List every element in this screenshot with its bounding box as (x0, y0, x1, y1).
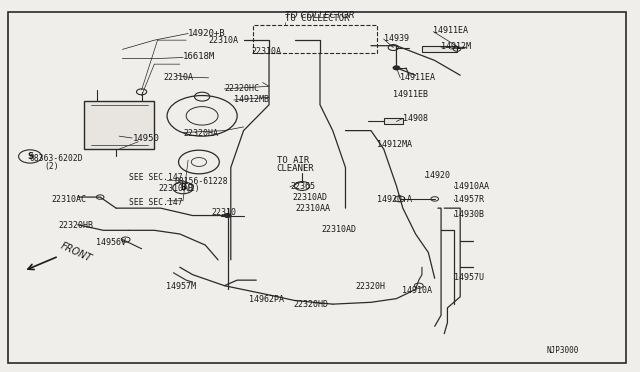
Text: 22320HD: 22320HD (293, 300, 328, 310)
Text: 14956V: 14956V (96, 238, 125, 247)
Text: 14911EA: 14911EA (400, 73, 435, 82)
Text: S: S (27, 152, 33, 161)
Text: 14957R: 14957R (454, 195, 484, 204)
FancyBboxPatch shape (384, 118, 403, 124)
Text: 14910AA: 14910AA (454, 182, 489, 191)
Text: 22310AA: 22310AA (296, 204, 331, 214)
Text: 14930B: 14930B (454, 210, 484, 219)
Bar (253, 25, 378, 53)
Text: 14962PA: 14962PA (248, 295, 284, 304)
Text: 22310A: 22310A (164, 73, 194, 82)
Text: 16618M: 16618M (183, 52, 215, 61)
Text: 14910A: 14910A (401, 286, 431, 295)
Text: 14920+A: 14920+A (378, 195, 412, 204)
Text: 22320HB: 22320HB (59, 221, 93, 230)
Text: 08156-61228: 08156-61228 (175, 177, 228, 186)
Text: 14957M: 14957M (166, 282, 196, 291)
Circle shape (394, 66, 399, 70)
Text: 14950: 14950 (133, 134, 160, 143)
Text: (2): (2) (185, 184, 200, 193)
Text: 14911EB: 14911EB (394, 90, 428, 99)
Text: 14912MB: 14912MB (234, 96, 269, 105)
Text: 14912M: 14912M (441, 42, 471, 51)
Text: 14911EA: 14911EA (433, 26, 468, 35)
Text: CLEANER: CLEANER (276, 164, 314, 173)
Text: 14908: 14908 (403, 114, 428, 123)
Text: SEE SEC.147: SEE SEC.147 (129, 173, 182, 182)
Text: TO COLLECTOR: TO COLLECTOR (285, 13, 349, 22)
Text: TO AIR: TO AIR (276, 156, 309, 166)
Text: 22310A: 22310A (209, 36, 239, 45)
Text: 22310AB: 22310AB (159, 184, 194, 193)
Text: FRONT: FRONT (59, 241, 93, 264)
Text: TO COLLECTOR: TO COLLECTOR (285, 11, 355, 20)
Text: 22365: 22365 (290, 182, 315, 191)
Text: 22310: 22310 (212, 208, 237, 217)
Text: 22310AD: 22310AD (321, 225, 356, 234)
Text: NJP3000: NJP3000 (546, 346, 579, 355)
Text: (2): (2) (45, 162, 60, 171)
Text: B: B (180, 183, 186, 192)
Text: 22310AD: 22310AD (292, 193, 328, 202)
Text: 22320HA: 22320HA (183, 129, 218, 138)
Text: 22320HC: 22320HC (225, 84, 259, 93)
Text: 14912MA: 14912MA (378, 140, 412, 149)
Text: 22320H: 22320H (356, 282, 386, 291)
Text: 14920+B: 14920+B (188, 29, 226, 38)
Text: 22310A: 22310A (252, 48, 282, 57)
Text: 08363-6202D: 08363-6202D (29, 154, 83, 163)
Circle shape (225, 214, 231, 217)
FancyBboxPatch shape (84, 101, 154, 149)
FancyBboxPatch shape (422, 46, 457, 52)
Text: 14920: 14920 (425, 171, 450, 180)
Text: SEE SEC.147: SEE SEC.147 (129, 198, 182, 207)
Text: 14939: 14939 (384, 34, 409, 43)
Text: 14957U: 14957U (454, 273, 484, 282)
Text: 22310AC: 22310AC (51, 195, 86, 204)
